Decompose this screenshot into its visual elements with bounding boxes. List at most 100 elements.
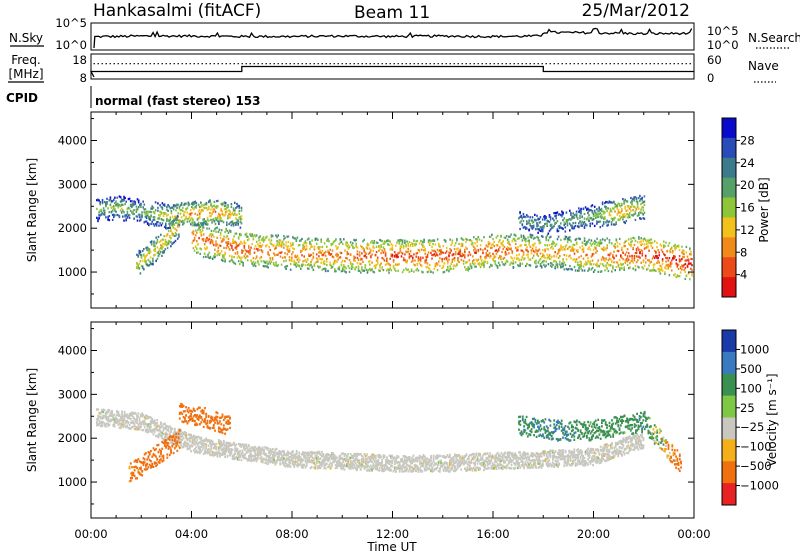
power-cell	[555, 217, 557, 219]
power-cell	[583, 247, 585, 249]
power-cell	[596, 238, 598, 240]
power-cell	[268, 246, 270, 248]
power-cell	[214, 249, 216, 251]
power-cell	[661, 267, 663, 269]
power-cell	[195, 245, 197, 247]
velocity-cell	[154, 419, 156, 421]
power-cell	[211, 222, 213, 224]
power-cell	[558, 230, 560, 232]
velocity-cell	[134, 424, 136, 426]
power-cell	[215, 223, 217, 225]
power-cell	[474, 248, 476, 250]
velocity-cell	[166, 433, 168, 435]
power-cell	[687, 266, 689, 268]
power-cell	[213, 244, 215, 246]
power-cell	[603, 221, 605, 223]
power-cell	[125, 201, 127, 203]
power-cell	[225, 247, 227, 249]
power-cell	[570, 257, 572, 259]
power-cell	[209, 228, 211, 230]
power-cell	[593, 253, 595, 255]
power-cell	[290, 269, 292, 271]
power-cell	[242, 265, 244, 267]
power-cell	[341, 241, 343, 243]
power-cell	[227, 235, 229, 237]
power-cell	[449, 252, 451, 254]
power-cell	[582, 269, 584, 271]
power-cell	[681, 246, 683, 248]
power-cell	[654, 240, 656, 242]
power-cell	[593, 218, 595, 220]
power-cell	[414, 264, 416, 266]
power-cell	[435, 251, 437, 253]
power-cell	[109, 219, 111, 221]
power-cell	[523, 220, 525, 222]
power-cell	[474, 242, 476, 244]
power-cell	[170, 229, 172, 231]
power-cell	[545, 265, 547, 267]
power-cell	[335, 238, 337, 240]
power-cell	[464, 249, 466, 251]
velocity-cell	[156, 419, 158, 421]
power-cell	[185, 203, 187, 205]
power-cell	[220, 245, 222, 247]
power-colorbar-swatch	[722, 257, 736, 277]
power-cell	[114, 197, 116, 199]
power-cell	[643, 240, 645, 242]
power-cell	[597, 260, 599, 262]
power-cell	[501, 261, 503, 263]
power-cell	[637, 201, 639, 203]
power-cell	[334, 268, 336, 270]
power-cell	[565, 223, 567, 225]
power-cell	[470, 254, 472, 256]
power-cell	[207, 224, 209, 226]
power-cell	[534, 237, 536, 239]
power-cell	[529, 223, 531, 225]
power-cell	[354, 257, 356, 259]
power-cell	[317, 261, 319, 263]
power-cell	[619, 203, 621, 205]
power-cell	[113, 199, 115, 201]
power-cell	[569, 210, 571, 212]
power-cell	[195, 229, 197, 231]
power-cell	[397, 270, 399, 272]
power-cell	[480, 256, 482, 258]
power-cell	[631, 255, 633, 257]
power-cell	[528, 229, 530, 231]
power-cell	[628, 238, 630, 240]
power-cell	[594, 206, 596, 208]
power-cell	[529, 216, 531, 218]
power-cell	[488, 245, 490, 247]
velocity-cell	[127, 421, 129, 423]
power-cell	[204, 253, 206, 255]
power-cell	[690, 253, 692, 255]
power-cell	[220, 237, 222, 239]
power-cell	[196, 202, 198, 204]
power-cell	[225, 202, 227, 204]
power-cell	[601, 214, 603, 216]
power-cell	[685, 278, 687, 280]
power-cell	[609, 241, 611, 243]
power-cell	[454, 259, 456, 261]
power-cell	[178, 234, 180, 236]
power-cell	[584, 218, 586, 220]
power-cell	[404, 253, 406, 255]
power-cell	[644, 201, 646, 203]
power-cell	[184, 211, 186, 213]
power-cell	[423, 239, 425, 241]
power-cell	[287, 253, 289, 255]
cpid-label: CPID	[6, 91, 38, 105]
power-cell	[478, 236, 480, 238]
power-cell	[311, 246, 313, 248]
power-cell	[374, 240, 376, 242]
power-cell	[593, 263, 595, 265]
power-cell	[196, 205, 198, 207]
velocity-cell	[168, 430, 170, 432]
power-cell	[638, 197, 640, 199]
velocity-cell	[344, 468, 346, 470]
power-cell	[492, 243, 494, 245]
power-cell	[376, 251, 378, 253]
power-cell	[611, 270, 613, 272]
freq-left-tick-top: 18	[72, 53, 87, 67]
power-cell	[462, 245, 464, 247]
